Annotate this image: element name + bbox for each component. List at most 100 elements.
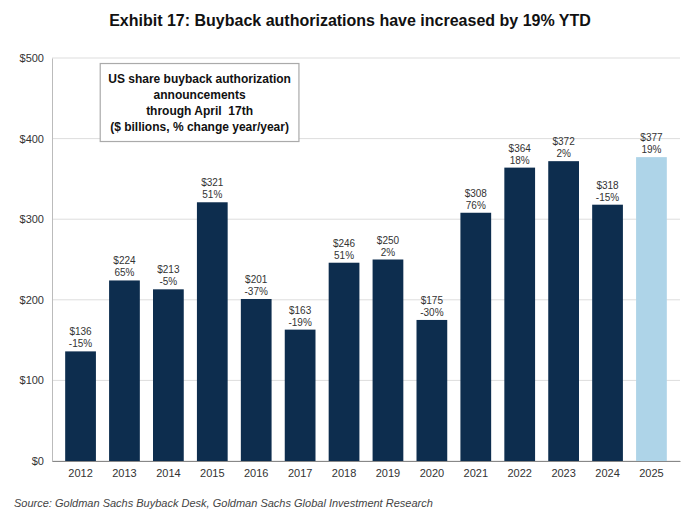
pct-change-label: 76% [466, 200, 486, 211]
pct-change-label: 2% [556, 148, 571, 159]
bar [636, 157, 667, 461]
y-tick-label: $0 [32, 455, 44, 467]
x-tick: 2023 [551, 461, 575, 479]
annotation-text: US share buyback authorization announceme… [108, 72, 291, 134]
bar [197, 202, 228, 461]
x-tick: 2016 [244, 461, 268, 479]
grid-line [52, 380, 680, 381]
pct-change-label: -5% [159, 276, 177, 287]
pct-change-label: -15% [596, 192, 619, 203]
x-tick-label: 2017 [288, 467, 312, 479]
y-tick-label: $300 [20, 213, 44, 225]
grid-line [52, 299, 680, 300]
bar [504, 168, 535, 461]
value-label: $372 [552, 136, 575, 147]
grid-line [52, 219, 680, 220]
grid [52, 58, 680, 461]
pct-change-label: 51% [334, 250, 354, 261]
bar [592, 205, 623, 461]
pct-change-label: 65% [114, 267, 134, 278]
x-tick: 2019 [376, 461, 400, 479]
annotation-line: ($ billions, % change year/year) [110, 120, 289, 134]
x-tick: 2022 [507, 461, 531, 479]
value-label: $250 [377, 235, 400, 246]
value-label: $201 [245, 274, 268, 285]
bar [241, 299, 272, 461]
annotation: US share buyback authorization announceme… [100, 64, 299, 142]
x-tick: 2025 [639, 461, 663, 479]
bar [417, 320, 448, 461]
x-tick-label: 2021 [464, 467, 488, 479]
x-tick-label: 2018 [332, 467, 356, 479]
x-tick-label: 2023 [551, 467, 575, 479]
pct-change-label: -30% [420, 307, 443, 318]
pct-change-label: 19% [641, 144, 661, 155]
y-tick-label: $400 [20, 133, 44, 145]
value-label: $308 [465, 188, 488, 199]
data-labels: -15%$13665%$224-5%$21351%$321-37%$201-19… [69, 132, 663, 349]
y-axis: $0 $100 $200 $300 $400 $500 [20, 52, 53, 467]
x-tick: 2012 [68, 461, 92, 479]
annotation-line: US share buyback authorization [108, 72, 291, 86]
grid-line [52, 58, 680, 59]
x-axis: 2012 2013 2014 2015 2016 2017 2018 2019 2020 2021… [53, 461, 681, 479]
value-label: $136 [69, 326, 92, 337]
value-label: $364 [509, 143, 532, 154]
y-tick-label: $200 [20, 294, 44, 306]
bar [548, 161, 579, 461]
bar [285, 330, 316, 461]
x-tick: 2017 [288, 461, 312, 479]
x-tick-label: 2020 [420, 467, 444, 479]
pct-change-label: -15% [69, 338, 92, 349]
y-tick: $500 [20, 52, 52, 64]
x-tick: 2018 [332, 461, 356, 479]
y-axis-line [52, 59, 53, 462]
bar [109, 280, 140, 461]
x-tick: 2014 [156, 461, 180, 479]
grid-line [52, 461, 680, 462]
bar [65, 351, 96, 461]
value-label: $213 [157, 264, 180, 275]
x-tick: 2013 [112, 461, 136, 479]
bars [65, 157, 667, 461]
x-tick-label: 2022 [507, 467, 531, 479]
value-label: $321 [201, 177, 224, 188]
title: Exhibit 17: Buyback authorizations have … [109, 12, 591, 29]
bar [460, 213, 491, 461]
y-tick: $0 [32, 455, 52, 467]
annotation-line: announcements [154, 88, 246, 102]
value-label: $224 [113, 255, 136, 266]
x-tick-label: 2019 [376, 467, 400, 479]
bar [153, 289, 184, 461]
x-axis-line [53, 461, 681, 462]
x-tick-label: 2014 [156, 467, 180, 479]
annotation-line: through April 17th [146, 104, 253, 118]
pct-change-label: -37% [245, 286, 268, 297]
source: Source: Goldman Sachs Buyback Desk, Gold… [14, 497, 433, 509]
y-tick-label: $500 [20, 52, 44, 64]
value-label: $163 [289, 305, 312, 316]
annotation-box [100, 64, 299, 142]
plot: $0$100$200$300$400$500201220132014201520… [20, 52, 681, 479]
value-label: $246 [333, 238, 356, 249]
y-tick: $100 [20, 374, 52, 386]
x-tick-label: 2025 [639, 467, 663, 479]
pct-change-label: -19% [288, 317, 311, 328]
x-tick: 2015 [200, 461, 224, 479]
chart: Exhibit 17: Buyback authorizations have … [0, 0, 700, 515]
x-tick: 2024 [595, 461, 619, 479]
y-tick: $200 [20, 294, 52, 306]
x-tick-label: 2012 [68, 467, 92, 479]
y-tick: $300 [20, 213, 52, 225]
pct-change-label: 2% [381, 247, 396, 258]
value-label: $318 [596, 180, 619, 191]
x-tick: 2021 [464, 461, 488, 479]
bar [329, 263, 360, 461]
pct-change-label: 51% [202, 189, 222, 200]
value-label: $175 [421, 295, 444, 306]
x-tick: 2020 [420, 461, 444, 479]
value-label: $377 [640, 132, 663, 143]
pct-change-label: 18% [510, 155, 530, 166]
x-tick-label: 2015 [200, 467, 224, 479]
y-tick: $400 [20, 133, 52, 145]
